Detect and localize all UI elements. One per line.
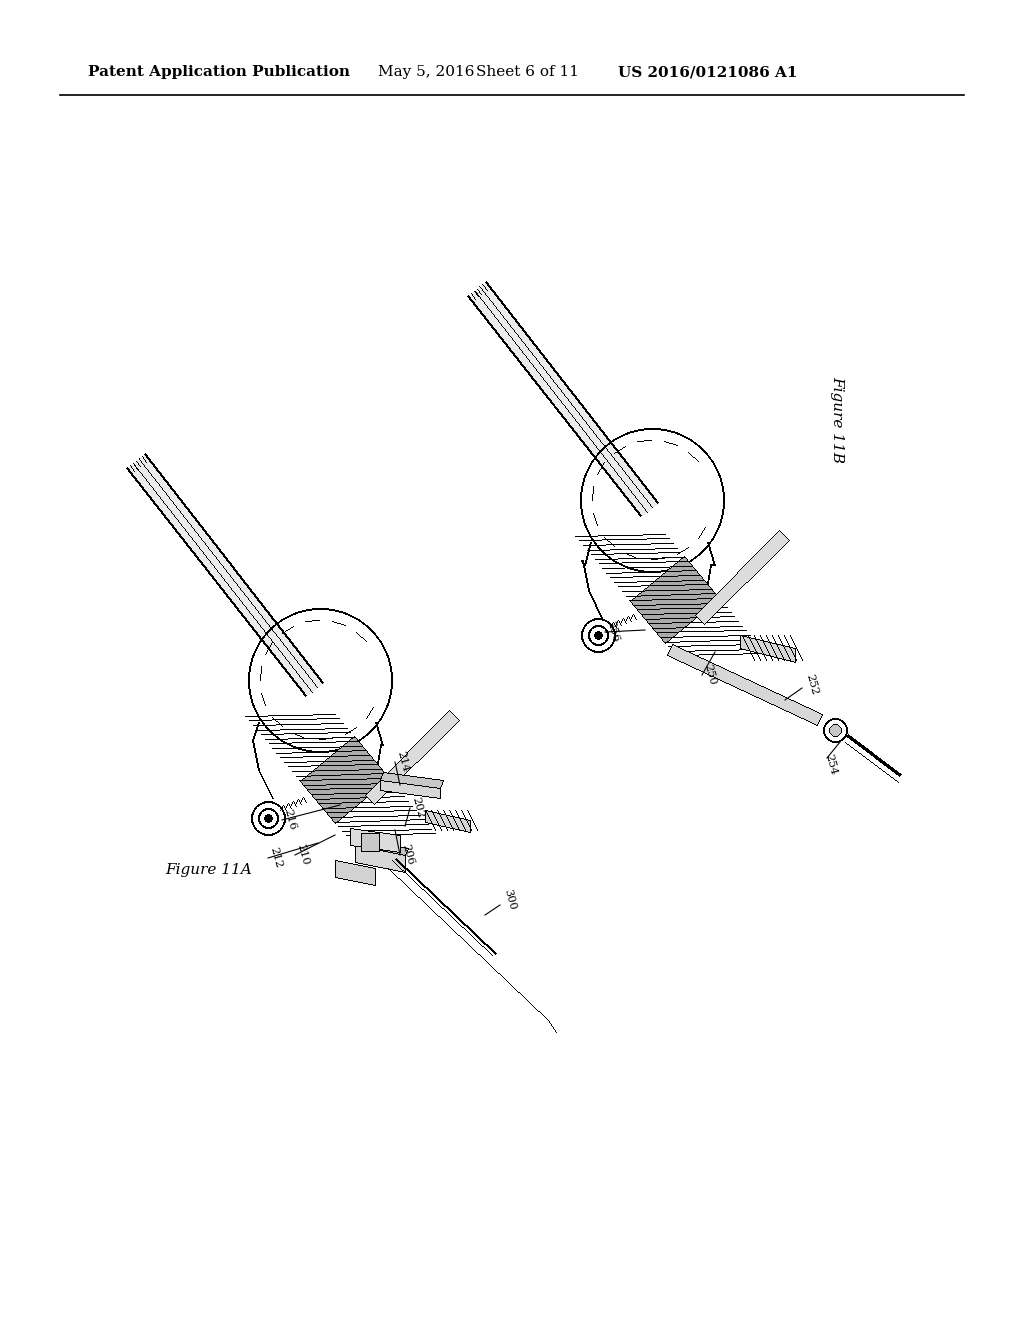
Text: Figure 11A: Figure 11A xyxy=(165,863,252,876)
Text: 256: 256 xyxy=(605,620,621,644)
Text: 212: 212 xyxy=(268,846,284,870)
Text: 206: 206 xyxy=(400,843,415,867)
Text: US 2016/0121086 A1: US 2016/0121086 A1 xyxy=(618,65,798,79)
Text: 252: 252 xyxy=(804,673,819,697)
Text: May 5, 2016: May 5, 2016 xyxy=(378,65,474,79)
Text: 214: 214 xyxy=(395,750,411,774)
Text: 250: 250 xyxy=(702,664,717,686)
Text: 202: 202 xyxy=(410,796,425,820)
Text: Figure 11B: Figure 11B xyxy=(830,376,844,463)
Text: Patent Application Publication: Patent Application Publication xyxy=(88,65,350,79)
Text: Sheet 6 of 11: Sheet 6 of 11 xyxy=(476,65,579,79)
Text: 254: 254 xyxy=(823,754,839,776)
Text: 300: 300 xyxy=(502,888,517,912)
Text: 210: 210 xyxy=(295,843,310,867)
Text: 216: 216 xyxy=(282,808,297,832)
